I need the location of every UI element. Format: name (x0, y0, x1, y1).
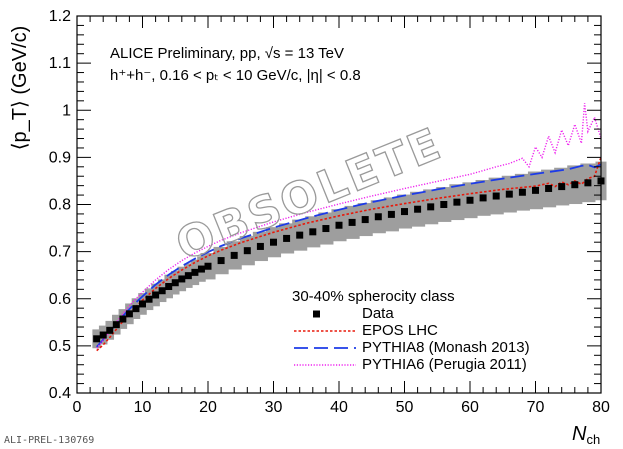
data-point (204, 262, 212, 270)
data-point (401, 208, 408, 216)
data-point (335, 221, 343, 229)
data-point (106, 326, 114, 334)
data-point (178, 275, 186, 283)
data-point (230, 251, 238, 259)
data-point (296, 231, 304, 239)
y-tick-label: 1 (62, 102, 71, 119)
data-point (440, 201, 448, 208)
x-tick-label: 50 (396, 399, 414, 416)
data-point (479, 194, 487, 202)
data-point (414, 205, 422, 213)
legend-label: Data (362, 305, 394, 322)
legend-label: EPOS LHC (362, 322, 438, 339)
legend-label: PYTHIA8 (Monash 2013) (362, 339, 530, 356)
x-tick-label: 40 (330, 399, 348, 416)
data-point (132, 305, 140, 313)
legend-title: 30-40% spherocity class (292, 288, 455, 305)
x-tick-label: 10 (134, 399, 152, 416)
y-tick-label: 0.9 (49, 149, 71, 166)
data-point (518, 188, 526, 196)
data-point (558, 183, 566, 191)
data-point (545, 184, 553, 192)
data-point (112, 321, 120, 329)
data-point (387, 210, 395, 218)
data-point (309, 228, 317, 236)
x-tick-label: 60 (461, 399, 479, 416)
axis-tick-labels: 0 10 20 30 40 50 60 70 80 0.4 0.5 0.6 0.7 0.8 0.9 1 1.1 1… (49, 8, 610, 416)
data-point (217, 257, 225, 265)
legend-label: PYTHIA6 (Perugia 2011) (362, 356, 527, 373)
data-point (191, 268, 199, 276)
y-tick-label: 1.2 (49, 8, 71, 25)
annotation-line-1: ALICE Preliminary, pp, √s = 13 TeV (110, 45, 344, 62)
data-point (361, 216, 369, 224)
x-axis-title-main: N (572, 423, 587, 445)
data-point (584, 179, 592, 187)
data-point (243, 247, 251, 255)
data-point (453, 198, 461, 206)
y-tick-label: 0.8 (49, 197, 71, 214)
data-point (152, 291, 160, 299)
y-tick-label: 0.6 (49, 291, 71, 308)
legend-marker-data (313, 310, 320, 318)
data-point (270, 238, 277, 246)
data-point (322, 225, 330, 233)
data-point (119, 315, 127, 323)
data-point (165, 282, 173, 290)
axis-ticks (76, 15, 602, 394)
x-axis-title-sub: ch (586, 432, 600, 447)
data-point (197, 265, 205, 273)
data-point (283, 234, 291, 242)
data-point (492, 192, 500, 200)
data-point (93, 335, 101, 343)
x-tick-label: 20 (199, 399, 217, 416)
x-tick-label: 80 (592, 399, 610, 416)
y-tick-label: 1.1 (49, 55, 71, 72)
watermark: OBSOLETE (169, 118, 450, 271)
data-point (158, 287, 166, 295)
data-point (125, 310, 133, 318)
data-point (466, 196, 474, 204)
x-axis-title: Nch (572, 423, 600, 447)
annotation-line-2: h⁺+h⁻, 0.16 < pₜ < 10 GeV/c, |η| < 0.8 (110, 67, 361, 84)
data-point (184, 272, 192, 280)
x-tick-label: 0 (73, 399, 82, 416)
y-tick-label: 0.4 (49, 385, 71, 402)
data-point (99, 331, 107, 339)
data-point (145, 295, 153, 303)
x-tick-label: 70 (527, 399, 545, 416)
data-point (571, 181, 579, 189)
data-point (348, 218, 356, 226)
plot-id: ALI-PREL-130769 (4, 435, 94, 446)
data-point (427, 203, 435, 211)
y-tick-label: 0.5 (49, 338, 71, 355)
x-tick-label: 30 (265, 399, 283, 416)
data-point (505, 190, 513, 198)
data-point (139, 300, 146, 308)
data-point (256, 242, 264, 250)
data-point (171, 279, 179, 287)
data-point (374, 213, 382, 221)
data-point (532, 186, 539, 194)
y-tick-label: 0.7 (49, 244, 71, 261)
y-axis-title: ⟨p_T⟩ (GeV/c) (9, 26, 31, 151)
